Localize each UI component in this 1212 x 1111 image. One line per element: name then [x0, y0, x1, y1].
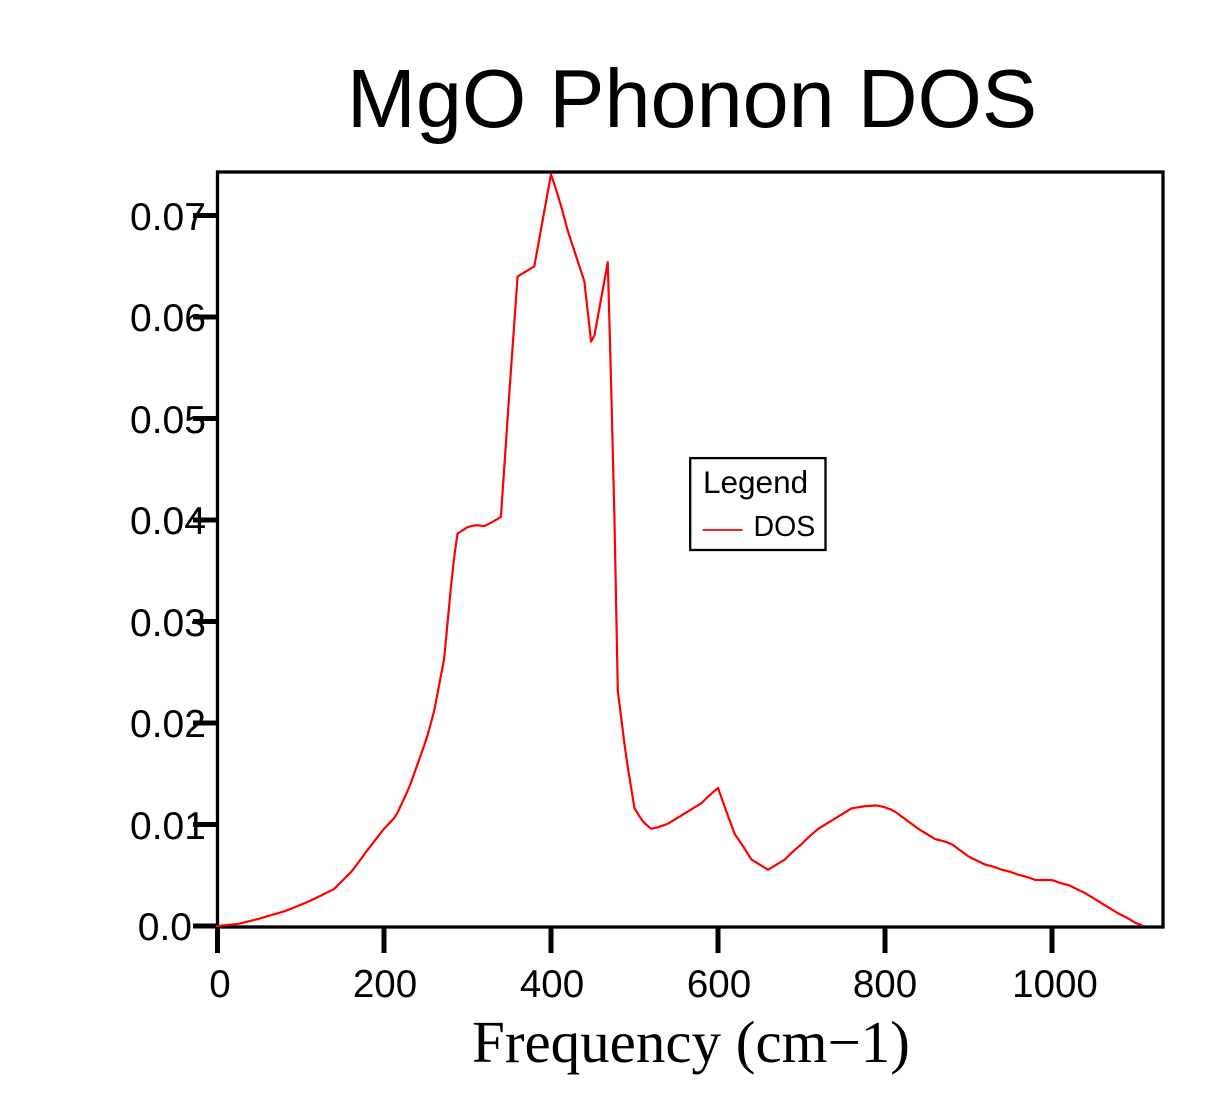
svg-text:Legend: Legend	[703, 464, 808, 500]
svg-text:DOS: DOS	[754, 511, 816, 543]
